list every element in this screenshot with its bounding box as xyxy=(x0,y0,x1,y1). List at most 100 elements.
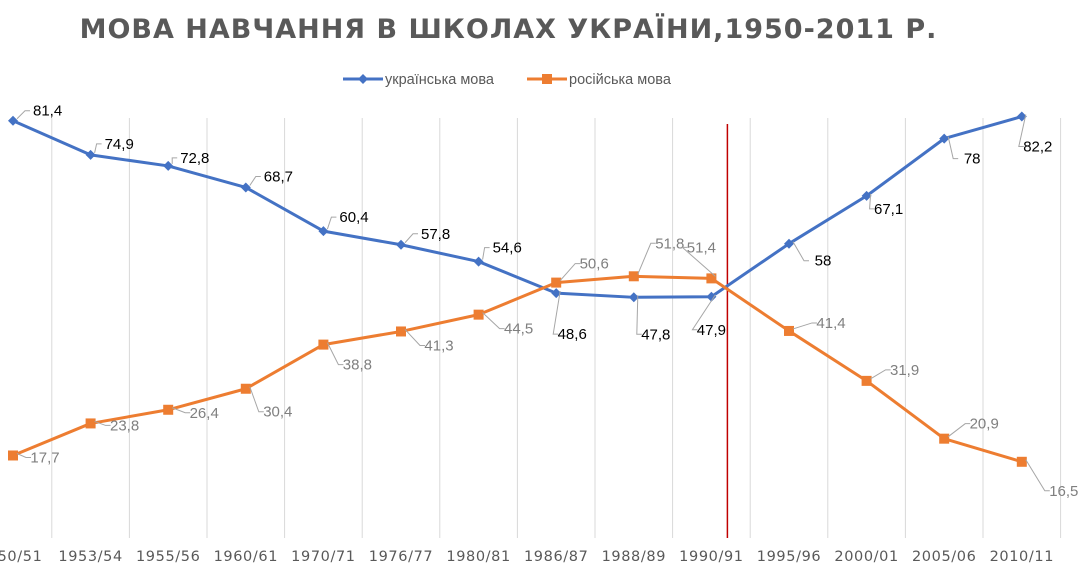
label-leader-line xyxy=(482,247,490,260)
data-point-diamond xyxy=(85,149,96,160)
data-point-diamond xyxy=(8,115,18,126)
data-point-diamond xyxy=(318,226,329,237)
legend-label: російська мова xyxy=(569,72,672,88)
x-tick-label: 1960/61 xyxy=(214,549,278,565)
label-leader-line xyxy=(326,342,344,366)
data-label: 72,8 xyxy=(180,150,209,167)
label-leader-line xyxy=(482,312,505,330)
data-label: 68,7 xyxy=(264,168,293,185)
label-leader-line xyxy=(249,386,264,413)
legend-marker-diamond xyxy=(358,74,368,84)
chart-title: МОВА НАВЧАННЯ В ШКОЛАХ УКРАЇНИ,1950-2011… xyxy=(79,14,938,45)
legend: українська мова російська мова xyxy=(343,72,672,88)
x-tick-label: 1976/77 xyxy=(369,549,433,565)
data-label: 17,7 xyxy=(30,449,59,466)
label-leader-line xyxy=(636,295,642,335)
data-label: 67,1 xyxy=(874,201,903,218)
data-point-square xyxy=(318,339,329,350)
x-tick-label: 2005/06 xyxy=(912,549,976,565)
legend-item-ukrainian: українська мова xyxy=(343,72,495,88)
data-point-diamond xyxy=(628,292,639,303)
data-point-square xyxy=(628,271,639,282)
data-label: 57,8 xyxy=(421,226,450,243)
label-leader-line xyxy=(869,193,875,210)
label-leader-line xyxy=(637,242,656,275)
data-label: 30,4 xyxy=(263,404,292,421)
label-leader-line xyxy=(94,420,111,426)
x-tick-label: 1970/71 xyxy=(291,549,355,565)
data-label: 41,3 xyxy=(424,337,453,354)
data-point-square xyxy=(85,418,96,429)
data-point-square xyxy=(473,309,484,320)
series-line xyxy=(12,274,1023,464)
x-tick-label: 50/51 xyxy=(0,549,42,565)
label-leader-line xyxy=(249,175,261,186)
data-point-square xyxy=(939,433,950,444)
legend-label: українська мова xyxy=(385,72,495,88)
series-line xyxy=(12,115,1023,299)
data-label: 51,8 xyxy=(655,235,684,252)
x-tick-label: 1988/89 xyxy=(602,549,666,565)
data-label: 74,9 xyxy=(105,136,134,153)
data-point-diamond xyxy=(240,182,251,193)
x-tick-label: 2010/11 xyxy=(990,549,1054,565)
x-axis: 50/51 1953/54 1955/56 1960/61 1970/71 1976/77… xyxy=(0,549,1054,565)
data-point-diamond xyxy=(396,239,406,250)
data-point-diamond xyxy=(163,160,174,171)
x-tick-label: 1990/91 xyxy=(679,549,743,565)
series-russian xyxy=(8,271,1027,467)
data-label: 38,8 xyxy=(343,357,372,374)
data-label: 26,4 xyxy=(190,405,219,422)
x-tick-label: 1995/96 xyxy=(757,549,821,565)
x-tick-label: 1955/56 xyxy=(136,549,200,565)
data-point-square xyxy=(1016,456,1027,467)
series-layer xyxy=(8,111,1027,467)
data-point-diamond xyxy=(939,133,950,144)
label-leader-line xyxy=(326,216,337,230)
data-point-square xyxy=(784,325,794,336)
label-leader-line xyxy=(681,246,716,277)
data-point-square xyxy=(163,404,174,415)
label-leader-line xyxy=(691,294,716,331)
label-leader-line xyxy=(404,329,425,346)
data-labels: 81,4 74,9 72,8 68,7 60,4 57,8 54,6 48,6 47,8 47,9… xyxy=(16,103,1078,500)
data-point-diamond xyxy=(784,238,794,249)
data-label: 47,8 xyxy=(641,326,670,343)
gridlines xyxy=(51,118,1062,538)
data-point-square xyxy=(396,326,406,337)
legend-marker-square xyxy=(542,74,552,84)
data-label: 44,5 xyxy=(504,321,533,338)
data-label: 81,4 xyxy=(33,103,62,120)
data-point-square xyxy=(706,273,717,284)
data-label: 20,9 xyxy=(970,416,999,433)
label-leader-line xyxy=(792,322,817,330)
label-leader-line xyxy=(16,453,31,458)
data-label: 23,8 xyxy=(110,417,139,434)
data-label: 78 xyxy=(964,151,981,168)
data-point-square xyxy=(240,383,251,394)
label-leader-line xyxy=(947,423,971,438)
label-leader-line xyxy=(947,136,959,160)
data-point-diamond xyxy=(1016,111,1027,122)
data-label: 16,5 xyxy=(1049,483,1078,500)
label-leader-line xyxy=(1018,114,1027,148)
label-leader-line xyxy=(552,291,561,335)
label-leader-line xyxy=(404,233,418,244)
data-label: 50,6 xyxy=(580,256,609,273)
x-tick-label: 1980/81 xyxy=(446,549,510,565)
data-label: 82,2 xyxy=(1023,139,1052,156)
data-point-diamond xyxy=(861,190,872,201)
label-leader-line xyxy=(870,369,891,380)
label-leader-line xyxy=(559,263,581,281)
data-point-square xyxy=(861,375,872,386)
label-leader-line xyxy=(171,157,178,164)
data-label: 60,4 xyxy=(339,209,368,226)
data-point-diamond xyxy=(473,256,484,267)
legend-item-russian: російська мова xyxy=(527,72,672,88)
data-label: 41,4 xyxy=(816,315,845,332)
data-point-diamond xyxy=(706,291,717,302)
label-leader-line xyxy=(172,407,191,414)
label-leader-line xyxy=(94,143,102,154)
data-label: 51,4 xyxy=(687,239,716,256)
